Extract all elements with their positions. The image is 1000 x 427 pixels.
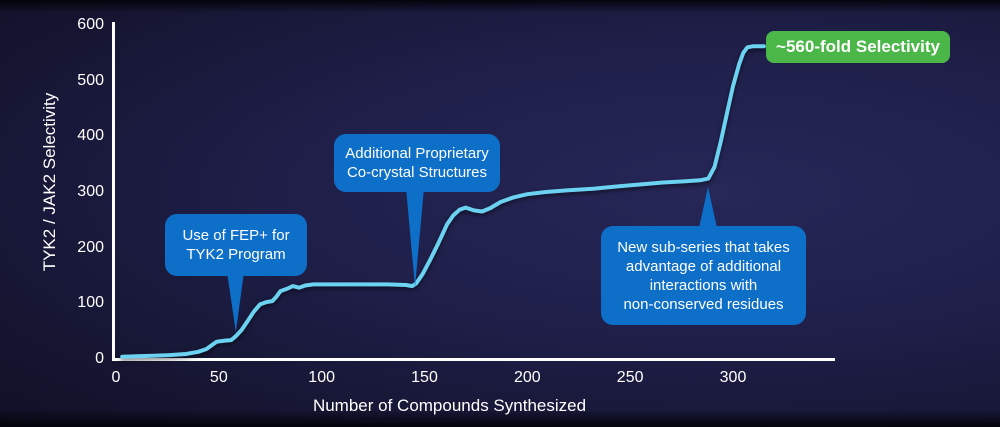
x-tick-label-50: 50 <box>209 369 228 386</box>
x-axis-line <box>112 358 835 361</box>
y-tick-label-600: 600 <box>77 16 104 33</box>
x-tick-label-0: 0 <box>111 369 121 386</box>
selectivity-line <box>120 44 766 359</box>
selectivity-badge: ~560-fold Selectivity <box>766 31 950 63</box>
callout-fep: Use of FEP+ for TYK2 Program <box>165 214 307 276</box>
x-tick-label-300: 300 <box>719 369 747 386</box>
x-tick-label-200: 200 <box>513 369 541 386</box>
x-tick-label-100: 100 <box>308 369 335 386</box>
y-tick-label-0: 0 <box>95 350 104 367</box>
x-tick-label-250: 250 <box>616 369 644 386</box>
y-tick-label-100: 100 <box>77 294 104 312</box>
x-axis-title: Number of Compounds Synthesized <box>312 396 587 415</box>
y-tick-label-200: 200 <box>77 238 104 256</box>
callout-cocrystal: Additional Proprietary Co-crystal Struct… <box>334 134 500 192</box>
callout-subseries-text: New sub-series that takes advantage of a… <box>617 238 790 313</box>
callout-fep-text: Use of FEP+ for TYK2 Program <box>182 227 290 263</box>
x-tick-label-150: 150 <box>411 369 438 386</box>
y-tick-label-300: 300 <box>77 183 104 200</box>
callout-subseries: New sub-series that takes advantage of a… <box>601 226 806 325</box>
y-tick-label-500: 500 <box>77 71 104 89</box>
selectivity-badge-text: ~560-fold Selectivity <box>776 37 940 56</box>
y-tick-label-400: 400 <box>77 127 104 145</box>
callout-cocrystal-text: Additional Proprietary Co-crystal Struct… <box>345 145 489 181</box>
y-axis-line <box>112 22 115 361</box>
